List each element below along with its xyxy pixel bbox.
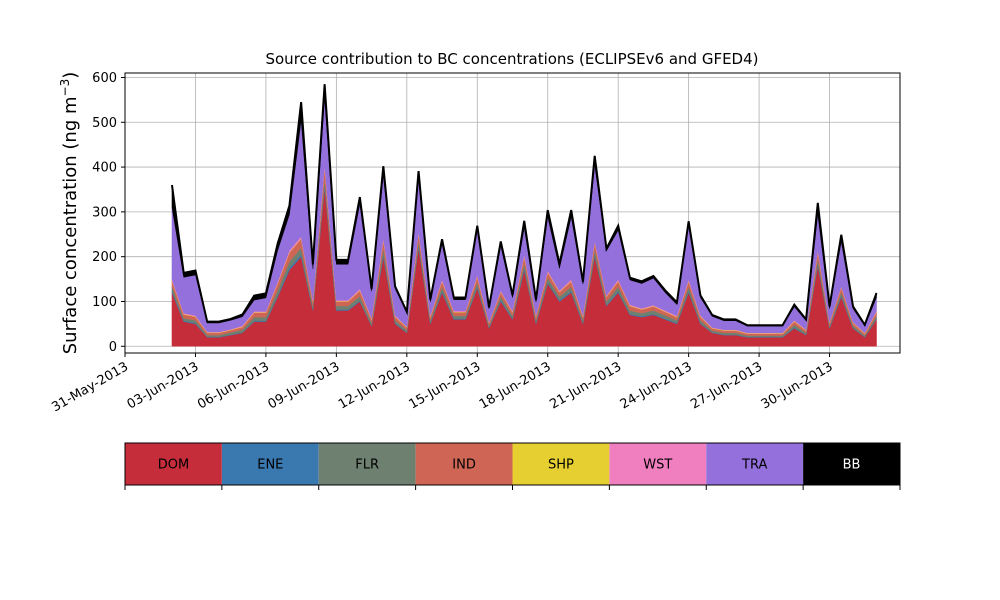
x-tick-label: 31-May-2013 xyxy=(49,359,131,415)
x-tick-label: 12-Jun-2013 xyxy=(336,359,413,412)
x-tick-label: 03-Jun-2013 xyxy=(125,359,202,412)
legend-swatch-tra xyxy=(706,443,804,485)
x-tick-label: 27-Jun-2013 xyxy=(688,359,765,412)
legend-swatch-ind xyxy=(415,443,513,485)
legend-label-bb: BB xyxy=(843,458,861,473)
legend-label-flr: FLR xyxy=(355,458,379,473)
x-tick-label: 15-Jun-2013 xyxy=(406,359,483,412)
y-tick-label: 200 xyxy=(92,250,117,265)
y-tick-label: 400 xyxy=(92,161,117,176)
legend-label-ene: ENE xyxy=(257,458,283,473)
y-axis-label-close: ) xyxy=(60,72,81,79)
y-tick-label: 600 xyxy=(92,71,117,86)
y-axis-label: Surface concentration (ng m−3) xyxy=(58,72,81,355)
x-tick-label: 21-Jun-2013 xyxy=(547,359,624,412)
y-axis-label-exponent: −3 xyxy=(58,79,72,97)
y-axis-ticks: 0 100 200 300 400 500 600 xyxy=(92,71,125,355)
legend-swatch-dom xyxy=(125,443,222,485)
x-tick-label: 09-Jun-2013 xyxy=(266,359,343,412)
y-axis-label-text: Surface concentration (ng m xyxy=(60,96,81,354)
x-tick-label: 24-Jun-2013 xyxy=(618,359,695,412)
area-series-group xyxy=(171,84,877,347)
legend-swatch-flr xyxy=(318,443,416,485)
x-tick-label: 18-Jun-2013 xyxy=(477,359,554,412)
legend-swatch-shp xyxy=(512,443,610,485)
x-tick-label: 06-Jun-2013 xyxy=(195,359,272,412)
legend-label-wst: WST xyxy=(643,458,672,473)
y-tick-label: 300 xyxy=(92,205,117,220)
y-tick-label: 0 xyxy=(109,340,117,355)
plot-frame xyxy=(124,72,901,354)
legend-swatch-bb xyxy=(803,443,900,485)
legend-swatch-wst xyxy=(609,443,707,485)
legend-swatch-ene xyxy=(221,443,319,485)
top-line-group xyxy=(170,84,878,328)
x-tick-label: 30-Jun-2013 xyxy=(759,359,836,412)
legend-label-dom: DOM xyxy=(158,458,189,473)
y-tick-label: 100 xyxy=(92,295,117,310)
y-tick-label: 500 xyxy=(92,116,117,131)
legend-label-tra: TRA xyxy=(741,458,767,473)
x-axis-ticks: 31-May-201303-Jun-201306-Jun-201309-Jun-… xyxy=(49,353,836,415)
total-concentration-line xyxy=(170,84,878,328)
chart-title: Source contribution to BC concentrations… xyxy=(265,50,758,68)
legend-colorbar: DOM ENE FLR IND SHP WST TRA BB xyxy=(124,442,901,490)
legend-label-shp: SHP xyxy=(548,458,574,473)
legend-label-ind: IND xyxy=(452,458,476,473)
